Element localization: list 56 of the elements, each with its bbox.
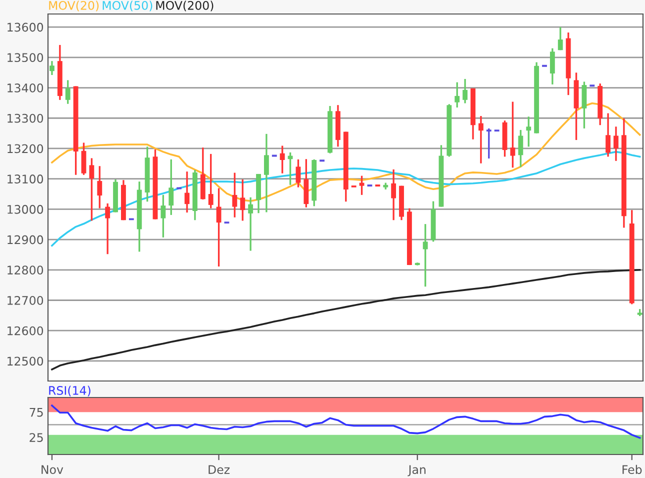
- x-tick-label: Dez: [208, 465, 230, 474]
- candlestick: [462, 78, 468, 104]
- candlestick: [391, 168, 396, 221]
- y-tick-label: 13400: [8, 83, 44, 92]
- candlestick: [550, 47, 555, 86]
- x-tick-label: Nov: [42, 465, 64, 474]
- candlestick: [558, 26, 563, 51]
- candlestick: [160, 194, 166, 238]
- candlestick: [208, 153, 214, 210]
- y-tick-label: 13100: [8, 174, 44, 184]
- candlestick: [65, 79, 70, 105]
- candlestick: [296, 158, 301, 188]
- candlestick: [264, 133, 269, 214]
- candlestick: [454, 81, 460, 108]
- candlestick: [97, 165, 102, 210]
- text: MOV(50): [102, 0, 152, 12]
- candlestick: [280, 144, 285, 174]
- x-tick-label: Jan: [408, 465, 426, 476]
- y-tick-label: 12800: [8, 266, 44, 275]
- y-tick-label: 12500: [8, 356, 44, 366]
- candlestick: [50, 60, 54, 76]
- line-series: [51, 268, 641, 370]
- series-label: RSI(14): [49, 386, 90, 396]
- candlestick: [422, 223, 428, 288]
- candlestick: [248, 196, 254, 252]
- candlestick: [526, 116, 532, 148]
- candlestick: [232, 172, 238, 218]
- y-tick-label: 13200: [8, 144, 44, 154]
- y-tick-label: 13600: [8, 22, 44, 32]
- candlestick: [288, 152, 293, 186]
- y-tick-label: 75: [30, 408, 43, 417]
- candlestick: [510, 100, 516, 168]
- y-tick-label: 13300: [8, 114, 44, 123]
- candlestick: [81, 142, 86, 176]
- candlestick: [359, 174, 364, 196]
- candlestick: [582, 80, 587, 130]
- y-tick-label: 12700: [8, 296, 44, 305]
- candlestick: [606, 112, 611, 158]
- candlestick: [184, 170, 190, 214]
- text: MOV(200): [156, 0, 214, 12]
- y-tick-label: 13500: [8, 53, 44, 62]
- candlestick: [240, 178, 246, 222]
- candlestick: [168, 158, 174, 216]
- y-tick-label: 25: [30, 433, 43, 442]
- candlestick: [478, 115, 484, 164]
- candlestick: [518, 129, 524, 168]
- y-tick-label: 13000: [8, 204, 44, 214]
- candlestick: [89, 157, 94, 222]
- candlestick: [216, 187, 222, 268]
- x-tick-label: Feb: [622, 464, 642, 474]
- candlestick: [614, 126, 618, 162]
- candlestick: [105, 202, 110, 255]
- y-tick-label: 12900: [8, 235, 44, 244]
- text: MOV(20): [49, 0, 99, 12]
- line-series: [51, 404, 641, 439]
- y-tick-label: 12600: [8, 326, 44, 336]
